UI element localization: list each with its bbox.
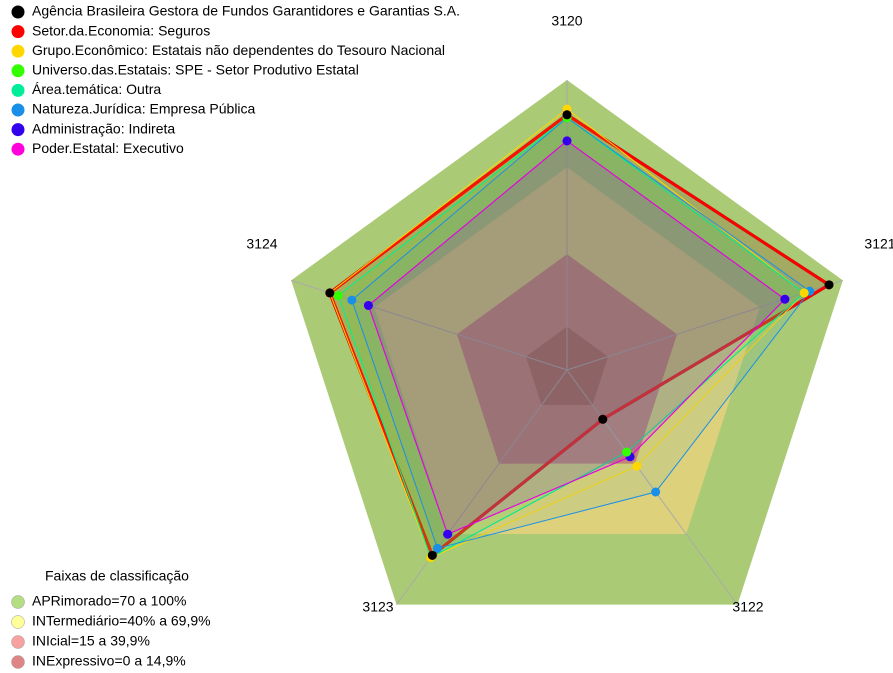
band-legend-label: INIcial=15 a 39,9%	[32, 633, 150, 649]
data-point	[562, 110, 572, 120]
legend-label: Poder.Estatal: Executivo	[32, 140, 184, 156]
legend-label: Natureza.Jurídica: Empresa Pública	[32, 101, 256, 117]
spoke	[566, 369, 738, 605]
legend-label: Área.temática: Outra	[32, 81, 161, 97]
series-area	[327, 112, 832, 558]
band-legend-marker	[11, 615, 25, 629]
legend-marker	[11, 123, 25, 137]
data-point	[347, 295, 357, 305]
data-point	[780, 294, 790, 304]
axis-label: 3120	[551, 13, 582, 29]
band-legend-marker	[11, 595, 25, 609]
legend-label: Universo.das.Estatais: SPE - Setor Produ…	[32, 62, 359, 78]
axis-label: 3121	[864, 236, 893, 252]
data-point	[363, 300, 373, 310]
legend-label: Setor.da.Economia: Seguros	[32, 22, 210, 38]
legend-label: Grupo.Econômico: Estatais não dependente…	[32, 42, 445, 58]
legend-label: Agência Brasileira Gestora de Fundos Gar…	[32, 3, 460, 19]
series-area	[329, 108, 805, 559]
legend-label: Administração: Indireta	[32, 120, 175, 136]
bands-title: Faixas de classificação	[45, 568, 189, 584]
series-area	[337, 117, 805, 559]
band-legend-label: INExpressivo=0 a 14,9%	[32, 653, 186, 669]
data-point	[651, 487, 661, 497]
legend-marker	[11, 142, 25, 156]
data-point	[632, 461, 642, 471]
legend-marker	[11, 44, 25, 58]
band-legend-label: APRimorado=70 a 100%	[32, 593, 187, 609]
axis-label: 3123	[362, 599, 393, 615]
legend-marker	[11, 25, 25, 39]
data-point	[562, 136, 572, 146]
data-point	[799, 288, 809, 298]
data-point	[333, 291, 343, 301]
legend-marker	[11, 5, 25, 19]
band-legend-marker	[11, 655, 25, 669]
data-point	[598, 414, 608, 424]
data-point	[824, 280, 834, 290]
data-point	[443, 529, 453, 539]
axis-label: 3122	[732, 599, 763, 615]
legend-marker	[11, 83, 25, 97]
spoke	[396, 369, 568, 605]
data-point	[622, 447, 632, 457]
legend-marker	[11, 103, 25, 117]
series-area	[367, 140, 786, 535]
axis-label: 3124	[246, 236, 277, 252]
series-area	[351, 117, 811, 549]
data-point	[427, 550, 437, 560]
data-point	[325, 288, 335, 298]
data-point	[432, 543, 442, 553]
band-legend-marker	[11, 635, 25, 649]
band-legend-label: INTermediário=40% a 69,9%	[32, 613, 211, 629]
spoke	[566, 279, 843, 371]
legend-marker	[11, 64, 25, 78]
